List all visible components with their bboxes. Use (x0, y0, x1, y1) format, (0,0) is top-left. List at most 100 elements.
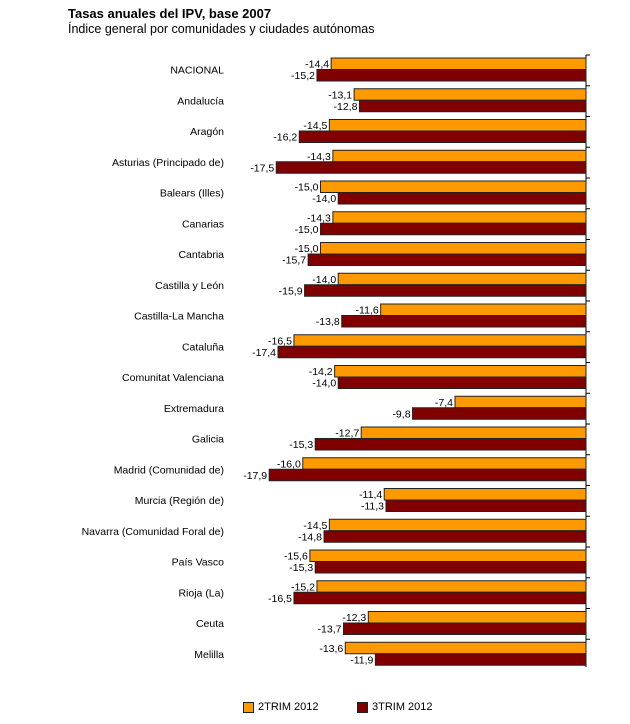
bar-2trim (316, 580, 587, 593)
bar-2trim (328, 119, 587, 132)
legend-label-2trim: 2TRIM 2012 (258, 701, 319, 713)
data-label: -17,4 (252, 347, 276, 359)
data-label: -11,4 (359, 489, 382, 501)
category-label: Cataluña (182, 341, 224, 353)
bar-3trim (316, 69, 587, 82)
data-label: -14,3 (307, 151, 331, 163)
data-label: -14,0 (312, 193, 336, 205)
category-label: Extremadura (164, 403, 224, 415)
data-label: -15,9 (279, 285, 303, 297)
category-label: Comunitat Valenciana (122, 372, 224, 384)
bar-2trim (320, 242, 587, 255)
bar-2trim (360, 426, 587, 439)
bar-2trim (293, 334, 587, 347)
data-label: -11,9 (350, 654, 373, 666)
data-label: -16,5 (268, 593, 292, 605)
category-label: Castilla-La Mancha (134, 311, 224, 323)
bar-3trim (298, 130, 587, 143)
bar-3trim (268, 468, 587, 482)
category-label: Asturias (Principado de) (112, 157, 224, 169)
bar-3trim (341, 315, 587, 328)
category-label: Castilla y León (155, 280, 224, 292)
bar-2trim (334, 365, 587, 378)
data-label: -16,5 (268, 335, 292, 347)
bar-3trim (314, 561, 587, 574)
category-label: NACIONAL (170, 65, 224, 77)
bar-3trim (374, 653, 587, 666)
bar-3trim (385, 499, 587, 512)
category-label: Navarra (Comunidad Foral de) (82, 526, 224, 538)
data-label: -14,8 (298, 531, 322, 543)
category-label: Madrid (Comunidad de) (114, 464, 224, 476)
category-label: Galicia (192, 434, 224, 446)
category-label: Cantabria (178, 249, 224, 261)
data-label: -15,2 (291, 581, 315, 593)
data-label: -15,3 (289, 439, 313, 451)
bar-3trim (293, 591, 587, 605)
bar-3trim (304, 284, 587, 297)
data-label: -14,5 (303, 120, 327, 132)
legend-item-3trim: 3TRIM 2012 (357, 701, 433, 713)
data-label: -13,6 (319, 643, 343, 655)
data-label: -15,3 (289, 562, 313, 574)
chart-subtitle: Índice general por comunidades y ciudade… (68, 22, 375, 36)
data-label: -12,3 (342, 612, 366, 624)
bar-3trim (320, 222, 587, 236)
data-label: -15,0 (295, 243, 319, 255)
legend-swatch-2trim (243, 701, 254, 713)
legend-item-2trim: 2TRIM 2012 (243, 701, 319, 713)
bar-3trim (343, 622, 587, 635)
category-label: Canarias (182, 218, 224, 230)
category-label: Ceuta (196, 618, 224, 630)
category-label: Aragón (190, 126, 224, 138)
data-label: -7,4 (435, 397, 453, 409)
bar-3trim (314, 438, 587, 451)
data-label: -14,3 (307, 212, 331, 224)
bar-3trim (277, 345, 587, 359)
data-label: -14,2 (309, 366, 333, 378)
bar-2trim (332, 149, 587, 163)
data-label: -15,0 (295, 224, 319, 236)
data-label: -15,0 (295, 182, 319, 194)
bar-3trim (307, 253, 587, 266)
data-label: -12,7 (335, 428, 359, 440)
bar-3trim (275, 161, 587, 174)
bar-3trim (358, 99, 587, 113)
bar-2trim (330, 57, 587, 70)
category-label: Murcia (Región de) (135, 495, 224, 507)
data-label: -14,4 (305, 59, 329, 71)
data-label: -11,3 (361, 501, 384, 513)
data-label: -16,0 (277, 458, 301, 470)
data-label: -11,6 (356, 305, 379, 317)
data-label: -15,6 (284, 551, 308, 563)
bar-2trim (302, 457, 587, 470)
legend-swatch-3trim (357, 701, 368, 713)
category-label: Rioja (La) (178, 587, 224, 599)
category-label: Andalucía (177, 95, 224, 107)
bar-2trim (332, 211, 587, 224)
bar-2trim (309, 549, 587, 562)
data-label: -17,5 (250, 162, 274, 174)
data-label: -15,7 (282, 255, 306, 267)
bar-2trim (454, 395, 587, 409)
data-label: -13,8 (316, 316, 340, 328)
data-label: -9,8 (392, 408, 410, 420)
data-label: -12,8 (334, 101, 358, 113)
data-label: -14,0 (312, 378, 336, 390)
bar-2trim (383, 488, 587, 501)
bar-2trim (320, 180, 587, 193)
chart-title: Tasas anuales del IPV, base 2007 (68, 6, 272, 21)
bar-3trim (323, 530, 587, 543)
data-label: -15,2 (291, 70, 315, 82)
legend-label-3trim: 3TRIM 2012 (372, 701, 433, 713)
data-label: -16,2 (273, 132, 297, 144)
bar-2trim (337, 272, 587, 286)
bar-3trim (412, 407, 587, 420)
bar-2trim (344, 641, 587, 655)
bar-2trim (328, 518, 587, 532)
data-label: -13,1 (328, 89, 352, 101)
bar-2trim (367, 611, 587, 624)
data-label: -14,5 (303, 520, 327, 532)
data-label: -14,0 (312, 274, 336, 286)
